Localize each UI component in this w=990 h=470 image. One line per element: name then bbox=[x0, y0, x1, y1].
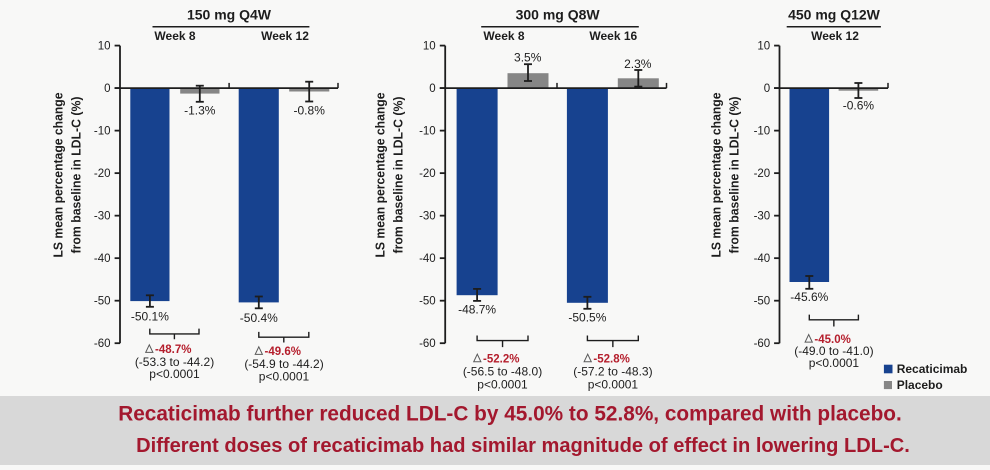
svg-text:from baseline in LDL-C (%): from baseline in LDL-C (%) bbox=[391, 97, 406, 254]
svg-text:(-56.5 to -48.0): (-56.5 to -48.0) bbox=[463, 365, 542, 379]
svg-text:300 mg Q8W: 300 mg Q8W bbox=[516, 7, 601, 23]
svg-text:2.3%: 2.3% bbox=[624, 57, 652, 71]
svg-text:-10: -10 bbox=[754, 126, 771, 138]
svg-text:p<0.0001: p<0.0001 bbox=[809, 356, 860, 370]
svg-text:-20: -20 bbox=[419, 168, 436, 180]
svg-text:-30: -30 bbox=[419, 211, 436, 223]
svg-text:Recaticimab: Recaticimab bbox=[897, 362, 968, 376]
svg-text:-52.8%: -52.8% bbox=[593, 354, 629, 366]
svg-text:3.5%: 3.5% bbox=[514, 50, 542, 64]
svg-text:LS mean percentage change: LS mean percentage change bbox=[709, 93, 724, 258]
svg-text:from baseline in LDL-C (%): from baseline in LDL-C (%) bbox=[727, 97, 742, 254]
svg-text:10: 10 bbox=[423, 41, 436, 53]
svg-text:-48.7%: -48.7% bbox=[155, 344, 191, 356]
svg-text:-10: -10 bbox=[94, 126, 111, 138]
svg-text:-48.7%: -48.7% bbox=[458, 303, 496, 317]
svg-text:-50.5%: -50.5% bbox=[568, 310, 606, 324]
svg-text:-50: -50 bbox=[754, 296, 771, 308]
svg-text:(-53.3 to -44.2): (-53.3 to -44.2) bbox=[135, 355, 214, 369]
svg-text:Week 16: Week 16 bbox=[589, 29, 637, 43]
svg-text:10: 10 bbox=[757, 41, 770, 53]
svg-text:-45.6%: -45.6% bbox=[790, 290, 828, 304]
svg-text:-20: -20 bbox=[94, 168, 111, 180]
svg-text:-50.1%: -50.1% bbox=[131, 309, 169, 323]
svg-text:-30: -30 bbox=[94, 211, 111, 223]
svg-text:-60: -60 bbox=[419, 338, 436, 350]
svg-text:-0.6%: -0.6% bbox=[843, 99, 875, 113]
svg-text:-50.4%: -50.4% bbox=[240, 311, 278, 325]
svg-text:-50: -50 bbox=[94, 296, 111, 308]
svg-text:p<0.0001: p<0.0001 bbox=[588, 377, 639, 391]
svg-text:from baseline in LDL-C (%): from baseline in LDL-C (%) bbox=[69, 97, 84, 254]
svg-text:Recaticimab further reduced LD: Recaticimab further reduced LDL-C by 45.… bbox=[118, 403, 902, 426]
svg-text:Week 8: Week 8 bbox=[483, 29, 524, 43]
svg-text:-1.3%: -1.3% bbox=[184, 104, 216, 118]
svg-text:(-57.2 to -48.3): (-57.2 to -48.3) bbox=[573, 365, 652, 379]
svg-text:-49.6%: -49.6% bbox=[265, 346, 301, 358]
svg-text:-50: -50 bbox=[419, 296, 436, 308]
svg-text:Placebo: Placebo bbox=[897, 378, 943, 392]
svg-text:Week 8: Week 8 bbox=[154, 29, 195, 43]
svg-text:Different doses of recaticimab: Different doses of recaticimab had simil… bbox=[136, 435, 910, 457]
svg-text:Week 12: Week 12 bbox=[811, 29, 859, 43]
svg-text:-40: -40 bbox=[94, 253, 111, 265]
svg-text:-52.2%: -52.2% bbox=[483, 354, 519, 366]
svg-text:-10: -10 bbox=[419, 126, 436, 138]
svg-text:-60: -60 bbox=[94, 338, 111, 350]
svg-text:-30: -30 bbox=[754, 211, 771, 223]
svg-text:p<0.0001: p<0.0001 bbox=[477, 377, 528, 391]
svg-text:(-49.0 to -41.0): (-49.0 to -41.0) bbox=[794, 344, 873, 358]
svg-text:-45.0%: -45.0% bbox=[814, 334, 850, 346]
svg-text:p<0.0001: p<0.0001 bbox=[259, 369, 310, 383]
svg-text:(-54.9 to -44.2): (-54.9 to -44.2) bbox=[244, 357, 323, 371]
svg-text:0: 0 bbox=[764, 83, 770, 95]
svg-text:0: 0 bbox=[104, 83, 110, 95]
svg-text:-0.8%: -0.8% bbox=[294, 104, 326, 118]
svg-text:150 mg Q4W: 150 mg Q4W bbox=[187, 7, 272, 23]
svg-text:10: 10 bbox=[98, 41, 111, 53]
svg-text:-40: -40 bbox=[419, 253, 436, 265]
svg-text:p<0.0001: p<0.0001 bbox=[149, 367, 200, 381]
svg-text:0: 0 bbox=[429, 83, 435, 95]
svg-text:450 mg Q12W: 450 mg Q12W bbox=[788, 7, 881, 23]
svg-text:Week 12: Week 12 bbox=[261, 29, 309, 43]
svg-text:LS mean percentage change: LS mean percentage change bbox=[373, 93, 388, 258]
svg-text:-40: -40 bbox=[754, 253, 771, 265]
svg-text:-60: -60 bbox=[754, 338, 771, 350]
svg-text:LS mean percentage change: LS mean percentage change bbox=[51, 93, 66, 258]
svg-text:-20: -20 bbox=[754, 168, 771, 180]
